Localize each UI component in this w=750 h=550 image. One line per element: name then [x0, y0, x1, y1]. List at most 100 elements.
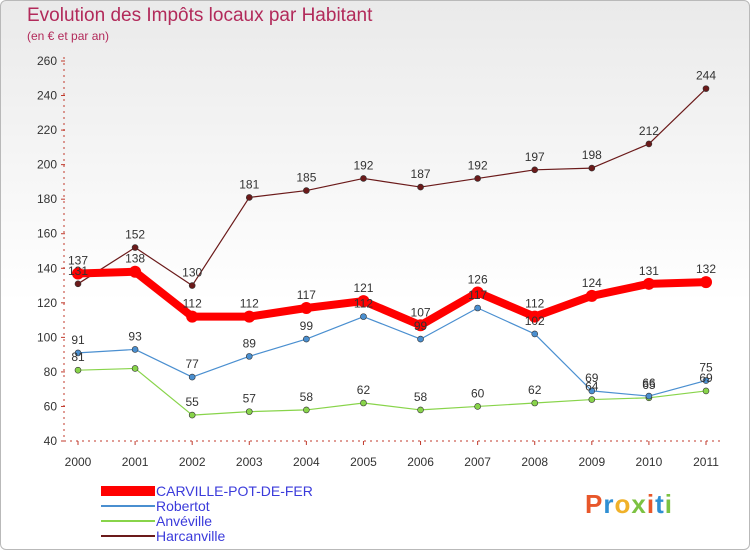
data-point-robertot	[303, 335, 310, 343]
data-label-carville-pot-de-fer: 126	[468, 272, 488, 286]
legend-swatch	[101, 486, 155, 496]
chart-series	[72, 85, 712, 419]
proxiti-logo: Proxiti	[585, 489, 673, 520]
series-line-anveville	[77, 367, 707, 416]
legend-item: Anvéville	[101, 514, 401, 529]
data-label-harcanville: 192	[468, 158, 488, 172]
data-point-harcanville	[474, 175, 481, 182]
data-point-harcanville	[702, 85, 710, 92]
legend-item: CARVILLE-POT-DE-FER	[101, 484, 401, 499]
legend-label: Harcanville	[156, 528, 226, 544]
data-point-robertot	[588, 387, 596, 395]
data-label-carville-pot-de-fer: 124	[582, 276, 602, 290]
x-tick-label: 2006	[407, 455, 434, 469]
data-label-anveville: 65	[642, 378, 656, 392]
data-label-carville-pot-de-fer: 137	[68, 253, 88, 267]
data-label-carville-pot-de-fer: 138	[125, 252, 145, 266]
data-point-robertot	[74, 349, 82, 357]
data-label-anveville: 58	[414, 390, 428, 404]
x-tick-label: 2002	[179, 455, 206, 469]
data-point-robertot	[360, 313, 367, 320]
y-tick-label: 140	[37, 261, 57, 275]
data-label-anveville: 62	[357, 383, 371, 397]
series-line-harcanville	[77, 88, 707, 287]
data-point-anveville	[417, 406, 424, 414]
data-label-harcanville: 187	[411, 167, 431, 181]
data-point-carville-pot-de-fer	[357, 295, 370, 308]
data-label-anveville: 55	[186, 395, 200, 409]
data-point-robertot	[474, 304, 481, 312]
y-tick-label: 200	[37, 158, 57, 172]
x-tick-label: 2001	[122, 455, 149, 469]
data-label-robertot: 75	[699, 361, 713, 375]
data-point-harcanville	[303, 187, 310, 194]
data-point-anveville	[474, 403, 481, 410]
data-point-anveville	[74, 366, 82, 374]
data-label-robertot: 99	[414, 319, 428, 333]
data-point-harcanville	[588, 164, 596, 172]
data-point-carville-pot-de-fer	[300, 302, 313, 314]
logo-letter: r	[603, 489, 615, 519]
logo-letter: P	[585, 489, 604, 519]
data-point-robertot	[417, 335, 424, 343]
data-point-anveville	[588, 396, 596, 403]
data-label-harcanville: 212	[639, 124, 659, 138]
data-point-anveville	[131, 365, 139, 372]
data-label-harcanville: 152	[125, 228, 145, 242]
data-label-anveville: 81	[71, 350, 85, 364]
data-point-robertot	[531, 330, 539, 338]
logo-letter: i	[664, 489, 673, 519]
data-point-harcanville	[131, 244, 139, 251]
data-point-robertot	[245, 353, 253, 360]
y-tick-label: 220	[37, 123, 57, 137]
data-label-carville-pot-de-fer: 112	[183, 297, 202, 311]
data-label-robertot: 89	[243, 336, 257, 350]
chart-data-labels: 131 152 130 181 185 192 187 192 197 198 212 244 81 55…	[68, 69, 716, 409]
y-tick-label: 240	[37, 89, 57, 103]
data-label-harcanville: 130	[182, 266, 202, 280]
logo-letter: o	[614, 489, 632, 519]
y-tick-label: 40	[44, 434, 58, 448]
chart-subtitle: (en € et par an)	[27, 29, 110, 43]
data-label-carville-pot-de-fer: 132	[696, 262, 716, 276]
legend-label: Robertot	[156, 498, 210, 514]
line-chart: 40 60 80 100 120 140 160 180 200 220 240 260 2000 200…	[37, 54, 720, 469]
x-tick-label: 2005	[350, 455, 377, 469]
data-point-carville-pot-de-fer	[700, 276, 712, 289]
legend-item: Harcanville	[101, 529, 401, 544]
y-tick-label: 180	[37, 192, 57, 206]
data-point-carville-pot-de-fer	[414, 319, 427, 332]
data-point-carville-pot-de-fer	[528, 310, 541, 323]
chart-legend: CARVILLE-POT-DE-FER Robertot Anvéville Harc…	[101, 484, 401, 544]
legend-label: CARVILLE-POT-DE-FER	[156, 483, 313, 499]
chart-axes: 40 60 80 100 120 140 160 180 200 220 240 260 2000 200…	[37, 54, 720, 469]
data-point-anveville	[702, 387, 710, 395]
data-label-robertot: 117	[468, 288, 487, 302]
data-label-carville-pot-de-fer: 112	[525, 297, 544, 311]
data-point-carville-pot-de-fer	[243, 310, 256, 323]
data-label-carville-pot-de-fer: 117	[297, 288, 316, 302]
data-label-carville-pot-de-fer: 121	[353, 281, 373, 295]
legend-swatch	[101, 520, 155, 522]
data-label-robertot: 93	[128, 329, 142, 343]
series-line-carville-pot-de-fer	[74, 267, 710, 330]
data-label-anveville: 58	[300, 390, 314, 404]
data-point-robertot	[702, 377, 710, 384]
legend-swatch	[101, 535, 155, 537]
data-label-anveville: 69	[699, 371, 713, 385]
y-tick-label: 80	[44, 365, 58, 379]
data-label-anveville: 60	[471, 386, 485, 400]
data-label-robertot: 69	[585, 371, 599, 385]
x-tick-label: 2011	[693, 455, 719, 469]
data-point-harcanville	[188, 282, 196, 289]
data-label-harcanville: 198	[582, 148, 602, 162]
y-tick-label: 260	[37, 54, 57, 68]
data-point-harcanville	[245, 194, 253, 201]
logo-letter: x	[631, 489, 647, 519]
series-line-robertot	[77, 307, 707, 397]
legend-item: Robertot	[101, 499, 401, 514]
y-tick-label: 120	[37, 296, 57, 310]
logo-letter: i	[646, 489, 656, 519]
x-tick-label: 2008	[521, 455, 548, 469]
legend-swatch	[101, 505, 155, 507]
